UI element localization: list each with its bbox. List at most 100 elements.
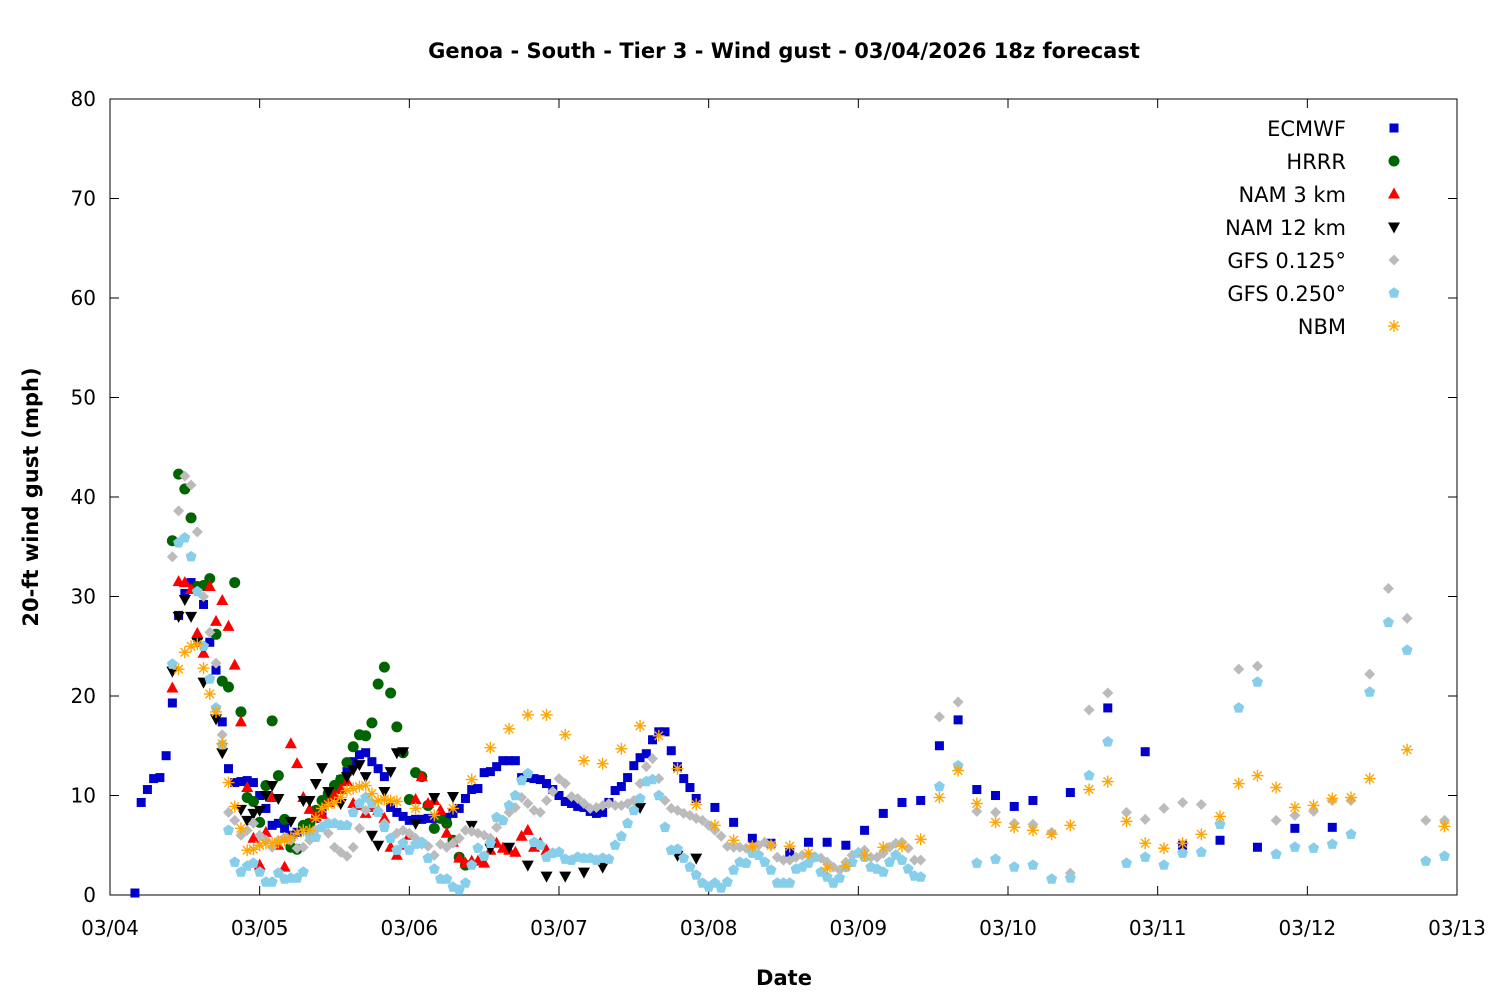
data-point: [902, 863, 914, 874]
data-point: [659, 821, 671, 832]
data-point: [242, 776, 252, 786]
data-point: [441, 817, 453, 829]
data-point: [1140, 747, 1150, 757]
data-point: [359, 779, 372, 792]
data-point: [334, 783, 347, 795]
data-point: [385, 687, 397, 699]
data-point: [971, 857, 983, 868]
data-point: [596, 862, 609, 874]
data-point: [635, 753, 645, 763]
data-point: [365, 830, 378, 842]
legend-marker-icon: [1388, 155, 1400, 167]
data-point: [634, 719, 647, 732]
data-point: [952, 764, 965, 777]
data-point: [1251, 660, 1263, 672]
data-point: [340, 784, 353, 797]
data-point: [1326, 792, 1339, 805]
data-point: [130, 888, 140, 898]
data-point: [647, 753, 659, 765]
data-point: [235, 829, 247, 841]
data-point: [765, 839, 778, 852]
data-point: [440, 826, 453, 838]
data-point: [234, 822, 247, 835]
data-point: [1195, 798, 1207, 810]
data-point: [309, 812, 322, 825]
data-point: [210, 714, 223, 726]
data-point: [241, 815, 254, 827]
legend-item: NBM: [1298, 315, 1400, 339]
data-point: [191, 626, 204, 638]
data-point: [1345, 828, 1357, 839]
data-point: [596, 757, 609, 770]
x-axis-label: Date: [756, 966, 812, 990]
data-point: [914, 833, 927, 846]
data-point: [715, 830, 727, 842]
data-point: [540, 871, 553, 883]
data-point: [679, 774, 689, 784]
data-point: [610, 786, 620, 796]
y-tick-label: 70: [71, 187, 96, 211]
data-point: [534, 806, 546, 818]
data-point: [485, 767, 495, 777]
data-point: [822, 837, 832, 847]
data-point: [348, 757, 358, 767]
data-point: [710, 802, 720, 812]
data-point: [1289, 841, 1301, 852]
data-point: [1083, 783, 1096, 796]
legend-item: ECMWF: [1267, 117, 1399, 141]
data-point: [897, 797, 907, 807]
data-point: [404, 815, 414, 825]
data-point: [422, 852, 434, 863]
data-point: [1214, 818, 1226, 829]
data-point: [684, 861, 696, 872]
data-point: [1026, 824, 1039, 837]
legend-marker-icon: [1389, 123, 1399, 133]
data-point: [708, 819, 721, 832]
y-tick-label: 60: [71, 286, 96, 310]
data-point: [498, 756, 508, 766]
data-point: [484, 741, 497, 754]
data-point: [647, 773, 659, 785]
data-point: [266, 837, 279, 850]
data-point: [341, 819, 353, 830]
legend-item: NAM 3 km: [1238, 183, 1400, 207]
data-point: [933, 711, 945, 723]
data-point: [172, 611, 185, 623]
data-point: [284, 831, 297, 844]
data-point: [210, 657, 222, 669]
data-point: [180, 589, 190, 599]
data-point: [603, 853, 615, 864]
legend-label: NBM: [1298, 315, 1346, 339]
data-point: [1027, 859, 1039, 870]
data-point: [1120, 806, 1132, 818]
data-point: [846, 856, 858, 867]
data-point: [796, 849, 808, 861]
data-point: [1420, 814, 1432, 826]
data-point: [229, 577, 241, 589]
data-point: [247, 857, 259, 868]
data-point: [1103, 703, 1113, 713]
data-point: [266, 715, 278, 727]
data-point: [236, 777, 246, 787]
legend-marker-icon: [1388, 287, 1400, 298]
data-point: [1083, 704, 1095, 716]
data-point: [878, 808, 888, 818]
data-point: [841, 840, 851, 850]
data-point: [1363, 772, 1376, 785]
data-point: [1083, 769, 1095, 781]
data-point: [279, 813, 291, 825]
series-gfs-0-125-: [166, 470, 1451, 879]
data-point: [1382, 616, 1394, 628]
data-point: [1177, 796, 1189, 808]
data-point: [297, 866, 309, 877]
data-point: [266, 790, 279, 802]
data-point: [372, 678, 384, 690]
data-point: [273, 818, 283, 828]
data-point: [1158, 859, 1170, 870]
data-point: [778, 854, 789, 866]
data-point: [223, 764, 233, 774]
data-point: [547, 786, 559, 798]
data-point: [372, 794, 385, 807]
data-point: [241, 781, 254, 793]
legend-label: NAM 3 km: [1238, 183, 1346, 207]
